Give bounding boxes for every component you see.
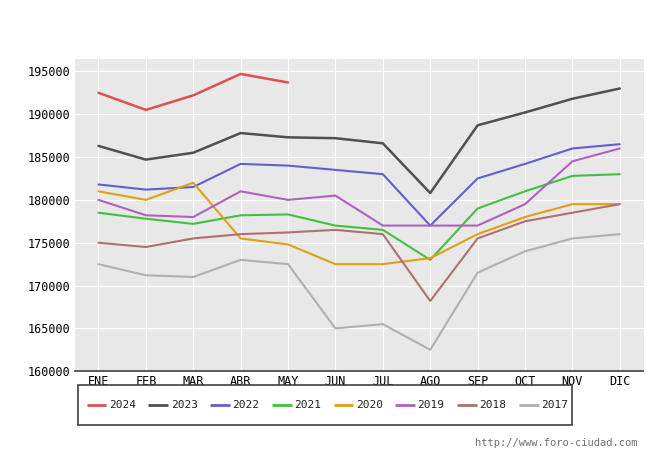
Text: 2022: 2022 [233,400,259,410]
Text: 2018: 2018 [480,400,506,410]
Text: Afiliados en Bilbao a 31/5/2024: Afiliados en Bilbao a 31/5/2024 [162,18,488,36]
Text: 2021: 2021 [294,400,321,410]
Text: 2020: 2020 [356,400,383,410]
Text: 2019: 2019 [417,400,445,410]
Text: http://www.foro-ciudad.com: http://www.foro-ciudad.com [474,438,637,448]
FancyBboxPatch shape [78,385,572,425]
Text: 2017: 2017 [541,400,568,410]
Text: 2024: 2024 [109,400,136,410]
Text: 2023: 2023 [170,400,198,410]
